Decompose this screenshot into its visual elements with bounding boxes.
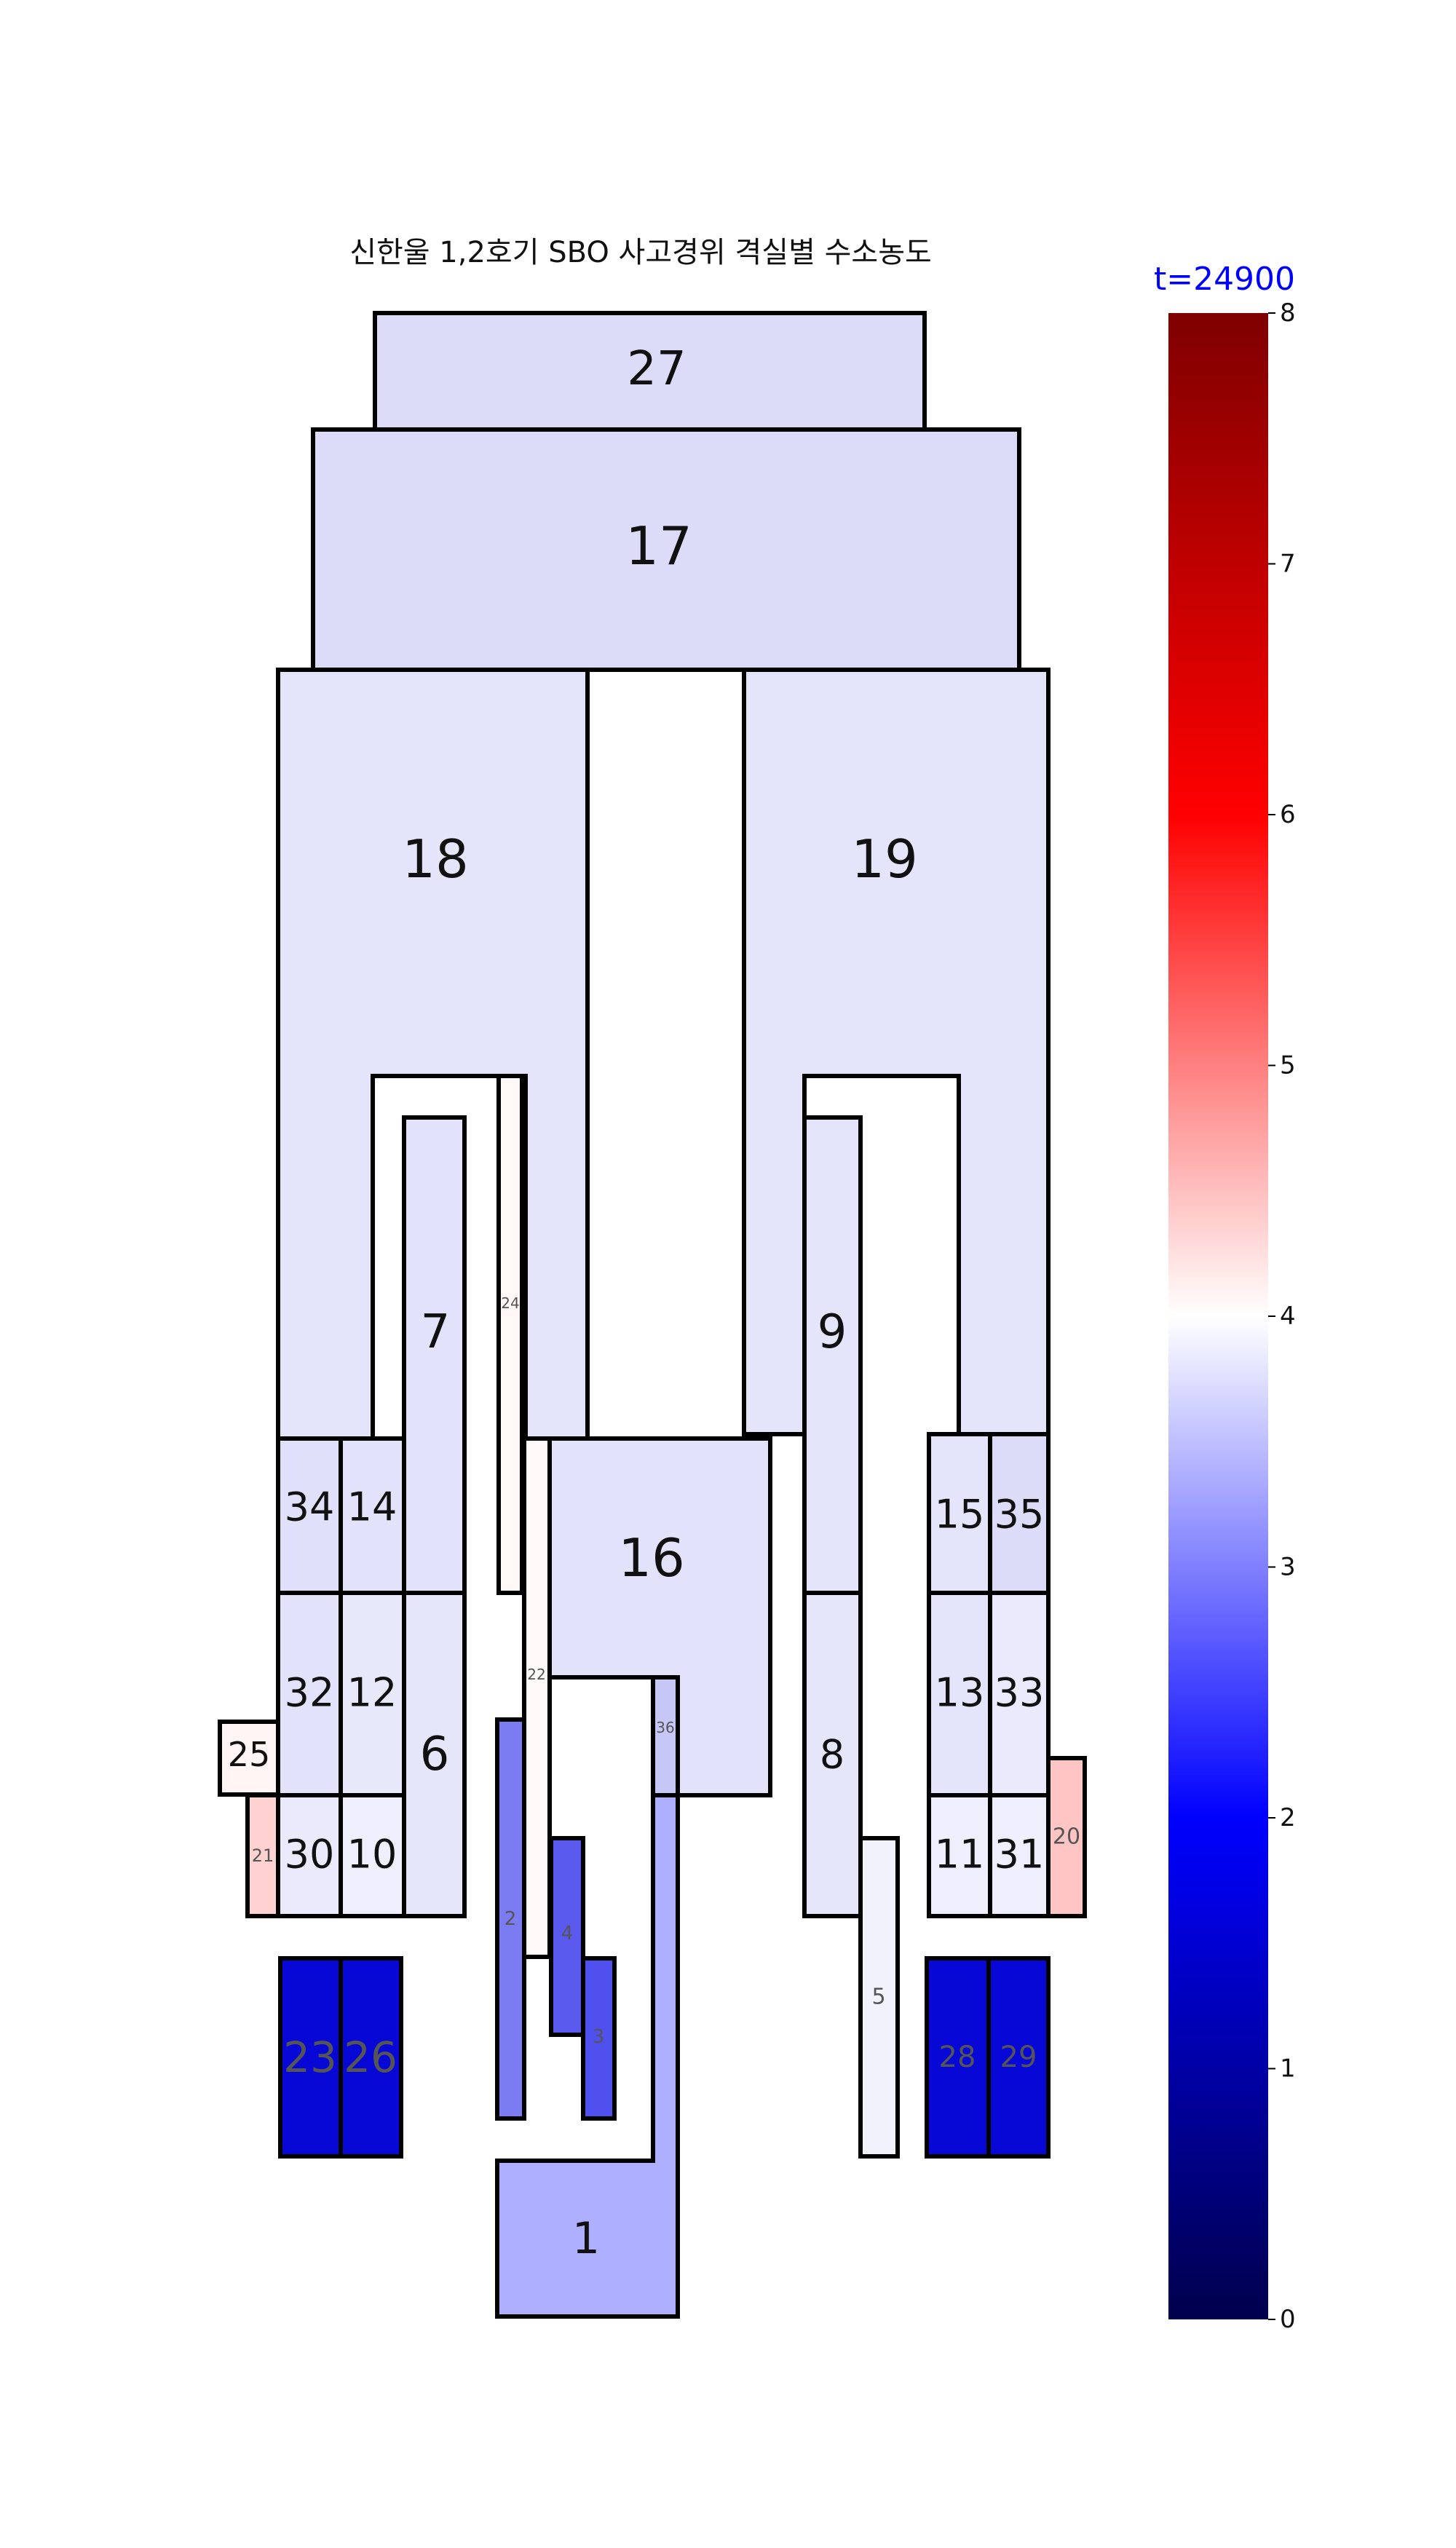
compartment-10: 10 [339, 1793, 406, 1918]
compartment-label: 6 [420, 1728, 450, 1781]
compartment-label: 27 [627, 342, 686, 396]
compartment-label: 33 [994, 1670, 1045, 1716]
colorbar-ticks: 0 1 2 3 4 5 6 7 8 [1268, 298, 1296, 2334]
compartment-shape [858, 1836, 900, 2159]
compartment-32: 32 [276, 1591, 343, 1797]
compartment-19: 19 [742, 668, 1051, 1436]
compartment-label: 8 [820, 1732, 844, 1778]
colorbar-tick-label: 5 [1280, 1051, 1296, 1080]
compartment-34: 34 [276, 1436, 343, 1595]
compartment-12: 12 [339, 1591, 406, 1797]
compartment-15: 15 [927, 1432, 992, 1595]
compartment-14: 14 [339, 1436, 406, 1595]
colorbar-tick-label: 0 [1280, 2305, 1296, 2334]
compartment-26: 26 [339, 1956, 403, 2159]
colorbar-gradient [1168, 313, 1268, 2319]
compartment-shape [495, 1717, 526, 2121]
colorbar-tick-label: 2 [1280, 1803, 1296, 1832]
compartment-shape [495, 1793, 680, 2319]
compartment-label: 7 [421, 1305, 451, 1359]
compartment-7: 7 [402, 1115, 467, 1595]
compartment-4: 4 [549, 1836, 585, 2037]
compartment-label: 12 [347, 1670, 397, 1716]
compartment-11: 11 [927, 1793, 992, 1918]
compartment-label: 30 [285, 1832, 335, 1878]
compartment-31: 31 [988, 1793, 1051, 1918]
compartment-label: 28 [939, 2041, 976, 2074]
compartment-label: 9 [818, 1305, 847, 1359]
colorbar: 0 1 2 3 4 5 6 7 8 t=24900 [1154, 261, 1296, 2334]
compartment-label: 14 [347, 1484, 397, 1530]
compartment-shape [742, 668, 1051, 1436]
compartment-8: 8 [802, 1591, 863, 1918]
compartment-27: 27 [373, 311, 927, 432]
compartment-label: 17 [625, 515, 692, 577]
compartment-label: 26 [344, 2033, 397, 2082]
compartment-label: 5 [871, 1985, 885, 2010]
compartment-label: 13 [935, 1670, 985, 1716]
compartment-shape [581, 1956, 617, 2121]
compartment-28: 28 [925, 1956, 991, 2159]
compartment-label: 2 [505, 1908, 517, 1930]
compartment-label: 20 [1053, 1824, 1080, 1850]
compartment-35: 35 [988, 1432, 1051, 1595]
compartment-23: 23 [278, 1956, 343, 2159]
compartment-label: 18 [402, 828, 469, 890]
compartment-shape [651, 1675, 680, 1797]
compartment-label: 22 [527, 1666, 545, 1683]
compartment-24: 24 [496, 1074, 524, 1595]
compartment-21: 21 [245, 1793, 280, 1918]
compartment-1: 1 [495, 1793, 680, 2319]
compartment-shape [522, 1436, 552, 1959]
compartment-36: 36 [651, 1675, 680, 1797]
compartment-label: 32 [285, 1670, 335, 1716]
colorbar-tick-label: 8 [1280, 298, 1296, 328]
compartment-shape [339, 1956, 403, 2159]
compartment-label: 36 [656, 1719, 674, 1736]
compartment-shape [986, 1956, 1051, 2159]
compartment-label: 35 [994, 1492, 1045, 1538]
colorbar-tick-label: 4 [1280, 1302, 1296, 1331]
compartment-label: 10 [347, 1832, 397, 1878]
compartment-shape [496, 1074, 524, 1595]
compartment-label: 25 [228, 1735, 271, 1774]
compartment-label: 29 [1000, 2041, 1037, 2074]
compartment-label: 31 [994, 1832, 1045, 1878]
colorbar-tick-label: 6 [1280, 800, 1296, 829]
diagram-title: 신한울 1,2호기 SBO 사고경위 격실별 수소농도 [349, 236, 932, 269]
compartment-label: 34 [285, 1484, 335, 1530]
compartment-25: 25 [218, 1720, 280, 1797]
compartment-label: 23 [283, 2033, 337, 2082]
compartment-label: 11 [935, 1832, 985, 1878]
time-label: t=24900 [1154, 261, 1295, 298]
compartment-label: 21 [252, 1845, 274, 1866]
compartment-33: 33 [988, 1591, 1051, 1797]
compartment-13: 13 [927, 1591, 992, 1797]
compartment-6: 6 [402, 1591, 467, 1918]
compartment-30: 30 [276, 1793, 343, 1918]
compartment-label: 1 [572, 2213, 600, 2264]
compartment-17: 17 [311, 427, 1021, 672]
colorbar-tick-label: 1 [1280, 2054, 1296, 2084]
compartment-20: 20 [1046, 1756, 1087, 1918]
compartment-label: 15 [935, 1492, 985, 1538]
compartment-18: 18 [276, 668, 590, 1441]
compartment-5: 5 [858, 1836, 900, 2159]
compartment-label: 24 [501, 1294, 519, 1312]
compartment-shape [988, 1793, 1051, 1918]
compartment-shape [339, 1793, 406, 1918]
compartment-label: 3 [593, 2026, 605, 2048]
compartment-9: 9 [802, 1115, 863, 1595]
compartment-22: 22 [522, 1436, 552, 1959]
compartment-label: 4 [561, 1923, 574, 1944]
compartment-label: 19 [851, 828, 918, 890]
compartment-29: 29 [986, 1956, 1051, 2159]
compartment-2: 2 [495, 1717, 526, 2121]
compartment-label: 16 [618, 1527, 685, 1588]
compartment-3: 3 [581, 1956, 617, 2121]
colorbar-tick-label: 3 [1280, 1553, 1296, 1582]
colorbar-tick-label: 7 [1280, 550, 1296, 579]
